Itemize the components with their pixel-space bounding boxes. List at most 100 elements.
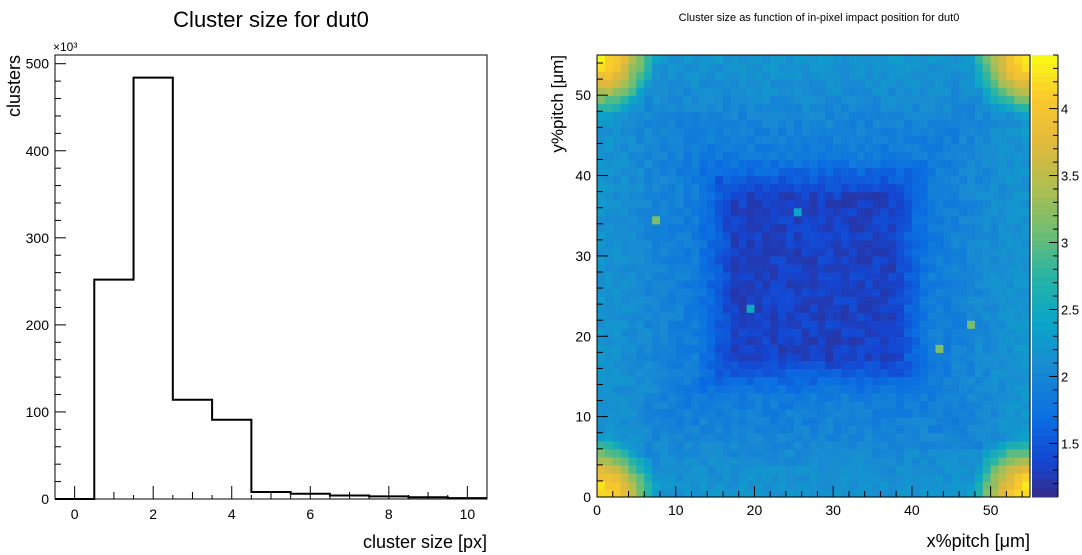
heatmap-cell xyxy=(1022,143,1031,153)
heatmap-cell xyxy=(817,159,826,169)
heatmap-cell xyxy=(778,183,787,193)
heatmap-cell xyxy=(793,127,803,136)
heatmap-cell xyxy=(1006,296,1015,305)
heatmap-cell xyxy=(935,63,944,72)
heatmap-cell xyxy=(793,344,803,353)
heatmap-cell xyxy=(683,368,693,378)
heatmap-cell xyxy=(990,312,1000,321)
heatmap-cell xyxy=(998,143,1007,153)
heatmap-cell xyxy=(691,336,700,345)
heatmap-cell xyxy=(754,344,763,353)
heatmap-cell xyxy=(919,103,929,112)
heatmap-cell xyxy=(730,384,740,394)
heatmap-cell xyxy=(896,103,905,112)
heatmap-cell xyxy=(1014,464,1023,474)
heatmap-cell xyxy=(856,440,866,450)
heatmap-cell xyxy=(597,103,606,112)
heatmap-cell xyxy=(628,328,637,337)
heatmap-cell xyxy=(1006,191,1015,201)
heatmap-cell xyxy=(604,416,614,426)
heatmap-cell xyxy=(722,223,732,233)
heatmap-cell xyxy=(880,71,889,80)
heatmap-cell xyxy=(841,239,850,249)
colorbar: 1.522.533.54 xyxy=(1032,54,1079,498)
heatmap-cell xyxy=(990,416,1000,426)
heatmap-cell xyxy=(967,247,976,257)
heatmap-cell xyxy=(990,360,1000,370)
heatmap-cell xyxy=(911,424,921,434)
heatmap-cell xyxy=(738,255,748,265)
heatmap-cell xyxy=(620,336,630,345)
heatmap-cell xyxy=(1022,175,1031,185)
heatmap-cell xyxy=(738,215,748,225)
heatmap-cell xyxy=(809,119,819,128)
heatmap-cell xyxy=(793,191,803,201)
heatmap-cell xyxy=(597,191,606,201)
heatmap-cell xyxy=(722,488,732,498)
heatmap-cell xyxy=(801,103,811,112)
heatmap-cell xyxy=(833,416,842,426)
heatmap-cell xyxy=(597,280,606,289)
heatmap-cell xyxy=(604,448,614,458)
heatmap-cell xyxy=(707,456,716,466)
heatmap-cell xyxy=(990,400,1000,410)
heatmap-cell xyxy=(715,55,724,64)
heatmap-cell xyxy=(652,368,661,378)
heatmap-cell xyxy=(683,424,693,434)
heatmap-cell xyxy=(927,119,937,128)
heatmap-cell xyxy=(722,288,732,297)
heatmap-cell xyxy=(825,63,834,72)
heatmap-cell xyxy=(848,448,858,458)
heatmap-cell xyxy=(1022,400,1031,410)
heatmap-cell xyxy=(943,320,952,329)
heatmap-cell xyxy=(998,400,1007,410)
heatmap-cell xyxy=(675,119,685,128)
heatmap-cell xyxy=(959,416,968,426)
heatmap-cell xyxy=(667,368,677,378)
heatmap-cell xyxy=(659,159,669,169)
heatmap-cell xyxy=(652,167,661,177)
heatmap-cell xyxy=(967,456,976,466)
heatmap-cell xyxy=(911,71,921,80)
heatmap-cell xyxy=(659,424,669,434)
heatmap-cell xyxy=(856,119,866,128)
heatmap-cell xyxy=(597,135,606,144)
heatmap-cell xyxy=(919,392,929,402)
heatmap-cell xyxy=(967,488,976,498)
heatmap-cell xyxy=(872,448,882,458)
heatmap-cell xyxy=(927,223,937,233)
heatmap-cell xyxy=(604,368,614,378)
heatmap-cell xyxy=(636,199,645,209)
heatmap-cell xyxy=(809,312,819,321)
heatmap-cell xyxy=(762,183,771,193)
heatmap-cell xyxy=(667,207,677,217)
heatmap-cell xyxy=(636,328,645,337)
heatmap-cell xyxy=(770,480,779,490)
heatmap-cell xyxy=(919,119,929,128)
heatmap-cell xyxy=(967,480,976,490)
heatmap-cell xyxy=(597,328,606,337)
heatmap-cell xyxy=(880,271,889,281)
heatmap-cell xyxy=(872,344,882,353)
heatmap-cell xyxy=(809,416,819,426)
heatmap-cell xyxy=(951,71,960,80)
heatmap-cell xyxy=(919,271,929,281)
heatmap-cell xyxy=(801,263,811,273)
heatmap-cell xyxy=(730,296,740,305)
heatmap-cell xyxy=(848,304,858,313)
colorbar-segment xyxy=(1032,116,1058,127)
heatmap-cell xyxy=(841,376,850,386)
heatmap-cell xyxy=(833,368,842,378)
heatmap-y-tick-label: 20 xyxy=(575,328,591,344)
heatmap-cell xyxy=(738,320,748,329)
heatmap-cell xyxy=(959,247,968,257)
heatmap-cell xyxy=(1014,280,1023,289)
heatmap-cell xyxy=(754,320,763,329)
heatmap-cell xyxy=(888,63,897,72)
heatmap-cell xyxy=(872,480,882,490)
heatmap-cell xyxy=(1014,215,1023,225)
heatmap-cell xyxy=(636,432,645,442)
heatmap-cell xyxy=(691,271,700,281)
heatmap-cell xyxy=(943,63,952,72)
